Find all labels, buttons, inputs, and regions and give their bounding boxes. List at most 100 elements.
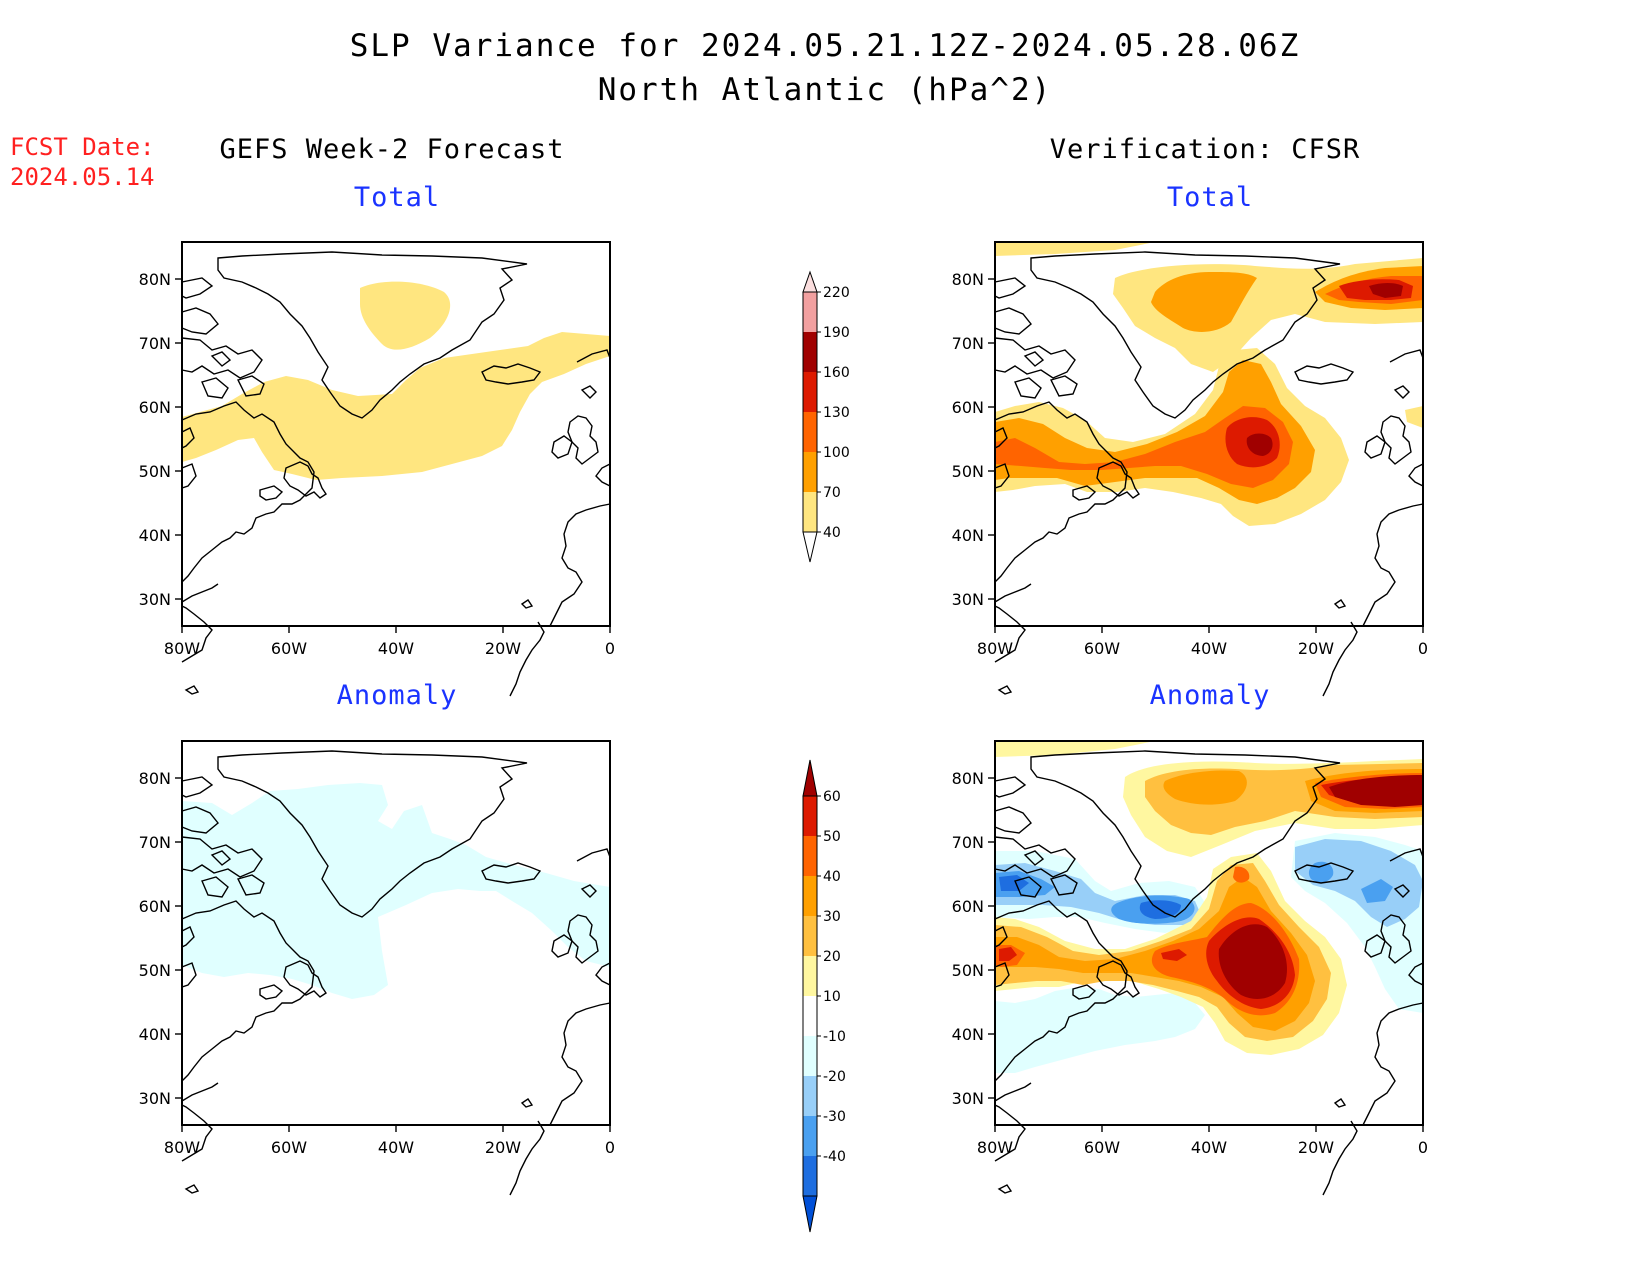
lon-label: 0: [605, 1138, 615, 1157]
verif-total-70-north: [1151, 272, 1257, 332]
lat-label: 70N: [952, 334, 984, 353]
colorbar-anomaly-swatch: [803, 1156, 817, 1196]
colorbar-anomaly-swatch: [803, 1076, 817, 1116]
lat-label: 50N: [952, 462, 984, 481]
colorbar-anomaly-label: -10: [823, 1029, 846, 1045]
colorbar-anomaly-label: 50: [823, 829, 841, 845]
colorbar-total-label: 220: [823, 285, 850, 301]
lat-label: 60N: [139, 398, 171, 417]
colorbar-total-swatch: [803, 492, 817, 532]
lon-label: 0: [605, 639, 615, 658]
colorbar-anomaly-swatch: [803, 796, 817, 836]
lon-label: 40W: [378, 1138, 414, 1157]
lon-label: 0: [1418, 1138, 1428, 1157]
colorbar-anomaly-label: -40: [823, 1149, 846, 1165]
colorbar-total-label: 160: [823, 365, 850, 381]
lat-label: 40N: [952, 1025, 984, 1044]
colorbar-total-label: 70: [823, 485, 841, 501]
colorbar-total-swatch: [803, 372, 817, 412]
verif-total-160-ne: [1369, 283, 1403, 298]
colorbar-anomaly-swatch: [803, 1036, 817, 1076]
colorbar-total-swatch: [803, 332, 817, 372]
colorbar-total-swatch: [803, 452, 817, 492]
lon-label: 40W: [1191, 639, 1227, 658]
forecast-anomaly-negative-band: [182, 783, 610, 999]
colorbar-anomaly-bottom-arrow: [802, 1195, 818, 1233]
lat-label: 80N: [952, 769, 984, 788]
colorbar-anomaly-swatch: [803, 836, 817, 876]
lat-label: 60N: [952, 897, 984, 916]
lat-label: 70N: [139, 334, 171, 353]
colorbar-anomaly-swatch: [803, 956, 817, 996]
lon-label: 80W: [977, 1138, 1013, 1157]
colorbar-anomaly-top-arrow: [802, 759, 818, 797]
lon-label: 0: [1418, 639, 1428, 658]
colorbar-anomaly-label: 30: [823, 909, 841, 925]
lon-label: 60W: [1084, 639, 1120, 658]
lat-label: 50N: [952, 961, 984, 980]
colorbar-total-label: 100: [823, 445, 850, 461]
panel-forecast-anomaly: [181, 740, 611, 1196]
lat-label: 30N: [139, 590, 171, 609]
lon-label: 40W: [378, 639, 414, 658]
lon-label: 40W: [1191, 1138, 1227, 1157]
colorbar-anomaly-swatch: [803, 1116, 817, 1156]
map-axis-labels: 80N 70N 60N 50N 40N 30N 80W 60W 40W 20W 0 80N 70N 60N…: [139, 270, 1428, 1157]
lon-label: 20W: [1298, 1138, 1334, 1157]
verif-anom-pos-30-north: [1163, 770, 1247, 805]
lat-label: 60N: [952, 398, 984, 417]
lat-label: 60N: [139, 897, 171, 916]
lat-label: 80N: [139, 270, 171, 289]
lon-label: 60W: [271, 1138, 307, 1157]
colorbar-total-label: 190: [823, 325, 850, 341]
verif-anom-pos-10-top: [995, 741, 1155, 757]
fcst-label: FCST Date:: [10, 133, 155, 161]
lat-label: 70N: [952, 833, 984, 852]
colorbar-anomaly-label: 40: [823, 869, 841, 885]
lat-label: 40N: [139, 526, 171, 545]
verif-anom-pos-60-main: [1218, 924, 1287, 999]
forecast-total-band-main: [182, 332, 610, 480]
colorbar-anomaly-label: 20: [823, 949, 841, 965]
panel-title-verification-anomaly: Anomaly: [1149, 680, 1271, 711]
colorbar-total-label: 40: [823, 525, 841, 541]
lon-label: 80W: [977, 639, 1013, 658]
lat-label: 80N: [952, 270, 984, 289]
forecast-total-band-north: [360, 281, 451, 350]
lon-label: 20W: [485, 639, 521, 658]
right-column-title: Verification: CFSR: [1049, 134, 1361, 165]
panel-title-forecast-total: Total: [353, 182, 441, 213]
colorbar-total-top-arrow: [802, 270, 818, 293]
lat-label: 50N: [139, 462, 171, 481]
panel-verification-anomaly: [994, 740, 1424, 1196]
lon-label: 80W: [164, 639, 200, 658]
colorbar-total-label: 130: [823, 405, 850, 421]
lat-label: 80N: [139, 769, 171, 788]
lon-label: 60W: [271, 639, 307, 658]
lat-label: 50N: [139, 961, 171, 980]
lat-label: 70N: [139, 833, 171, 852]
colorbar-total-swatch: [803, 412, 817, 452]
left-column-title: GEFS Week-2 Forecast: [219, 134, 565, 165]
colorbar-anomaly-label: -20: [823, 1069, 846, 1085]
lat-label: 40N: [952, 526, 984, 545]
page-subtitle: North Atlantic (hPa^2): [597, 72, 1053, 108]
colorbar-anomaly-swatch: [803, 876, 817, 916]
colorbar-anomaly-label: 10: [823, 989, 841, 1005]
colorbar-anomaly-swatch: [803, 996, 817, 1036]
panel-title-forecast-anomaly: Anomaly: [336, 680, 458, 711]
lat-label: 40N: [139, 1025, 171, 1044]
verif-total-100-main: [995, 406, 1293, 488]
lat-label: 30N: [952, 1089, 984, 1108]
fcst-date: 2024.05.14: [10, 163, 155, 191]
panel-title-verification-total: Total: [1166, 182, 1254, 213]
lon-label: 20W: [1298, 639, 1334, 658]
verif-anom-pos-60-ne: [1329, 775, 1423, 807]
colorbar-anomaly-swatch: [803, 916, 817, 956]
colorbar-total: 220 190 160 130 100 70 40: [802, 270, 850, 563]
verif-total-band-top: [995, 242, 1155, 256]
page-title: SLP Variance for 2024.05.21.12Z-2024.05.…: [349, 28, 1301, 64]
colorbar-total-swatch: [803, 292, 817, 332]
panel-forecast-total: [181, 241, 611, 697]
